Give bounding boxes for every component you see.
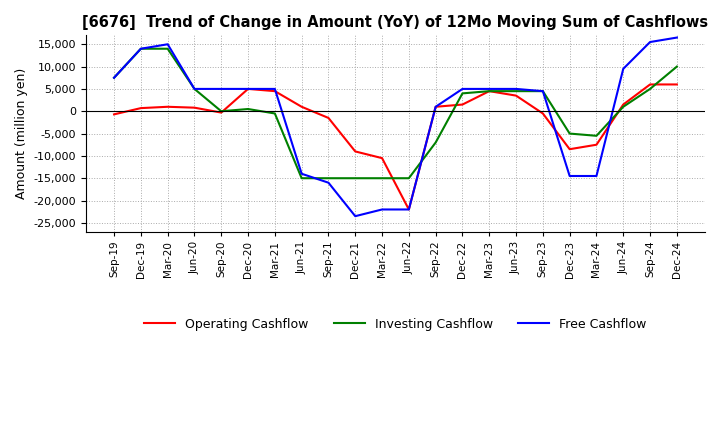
Operating Cashflow [244,86,253,92]
Free Cashflow [431,104,440,110]
Free Cashflow [592,173,600,179]
Operating Cashflow [378,155,387,161]
Operating Cashflow [646,82,654,87]
Y-axis label: Amount (million yen): Amount (million yen) [15,68,28,199]
Investing Cashflow [512,88,521,94]
Free Cashflow [485,86,494,92]
Free Cashflow [244,86,253,92]
Operating Cashflow [592,142,600,147]
Investing Cashflow [190,86,199,92]
Legend: Operating Cashflow, Investing Cashflow, Free Cashflow: Operating Cashflow, Investing Cashflow, … [139,313,652,336]
Line: Operating Cashflow: Operating Cashflow [114,84,677,209]
Operating Cashflow [297,104,306,110]
Investing Cashflow [137,46,145,51]
Free Cashflow [163,42,172,47]
Investing Cashflow [431,140,440,145]
Investing Cashflow [485,88,494,94]
Free Cashflow [271,86,279,92]
Operating Cashflow [405,207,413,212]
Free Cashflow [512,86,521,92]
Operating Cashflow [324,115,333,121]
Free Cashflow [109,75,118,81]
Investing Cashflow [565,131,574,136]
Investing Cashflow [297,176,306,181]
Operating Cashflow [539,111,547,116]
Operating Cashflow [431,104,440,110]
Operating Cashflow [672,82,681,87]
Investing Cashflow [217,109,225,114]
Investing Cashflow [646,86,654,92]
Operating Cashflow [109,112,118,117]
Title: [6676]  Trend of Change in Amount (YoY) of 12Mo Moving Sum of Cashflows: [6676] Trend of Change in Amount (YoY) o… [82,15,708,30]
Investing Cashflow [672,64,681,69]
Operating Cashflow [351,149,359,154]
Investing Cashflow [163,46,172,51]
Free Cashflow [646,40,654,45]
Free Cashflow [324,180,333,185]
Operating Cashflow [565,147,574,152]
Investing Cashflow [324,176,333,181]
Operating Cashflow [137,106,145,111]
Investing Cashflow [405,176,413,181]
Free Cashflow [297,171,306,176]
Line: Investing Cashflow: Investing Cashflow [114,49,677,178]
Investing Cashflow [539,88,547,94]
Operating Cashflow [512,93,521,98]
Investing Cashflow [109,75,118,81]
Free Cashflow [137,46,145,51]
Free Cashflow [217,86,225,92]
Investing Cashflow [244,106,253,112]
Free Cashflow [190,86,199,92]
Operating Cashflow [619,102,628,107]
Investing Cashflow [592,133,600,139]
Free Cashflow [378,207,387,212]
Operating Cashflow [190,105,199,110]
Free Cashflow [405,207,413,212]
Free Cashflow [619,66,628,71]
Operating Cashflow [163,104,172,110]
Investing Cashflow [351,176,359,181]
Line: Free Cashflow: Free Cashflow [114,37,677,216]
Free Cashflow [565,173,574,179]
Free Cashflow [539,88,547,94]
Investing Cashflow [378,176,387,181]
Operating Cashflow [271,88,279,94]
Free Cashflow [458,86,467,92]
Operating Cashflow [458,102,467,107]
Free Cashflow [351,213,359,219]
Operating Cashflow [485,88,494,94]
Investing Cashflow [619,104,628,110]
Operating Cashflow [217,110,225,115]
Free Cashflow [672,35,681,40]
Investing Cashflow [271,111,279,116]
Investing Cashflow [458,91,467,96]
